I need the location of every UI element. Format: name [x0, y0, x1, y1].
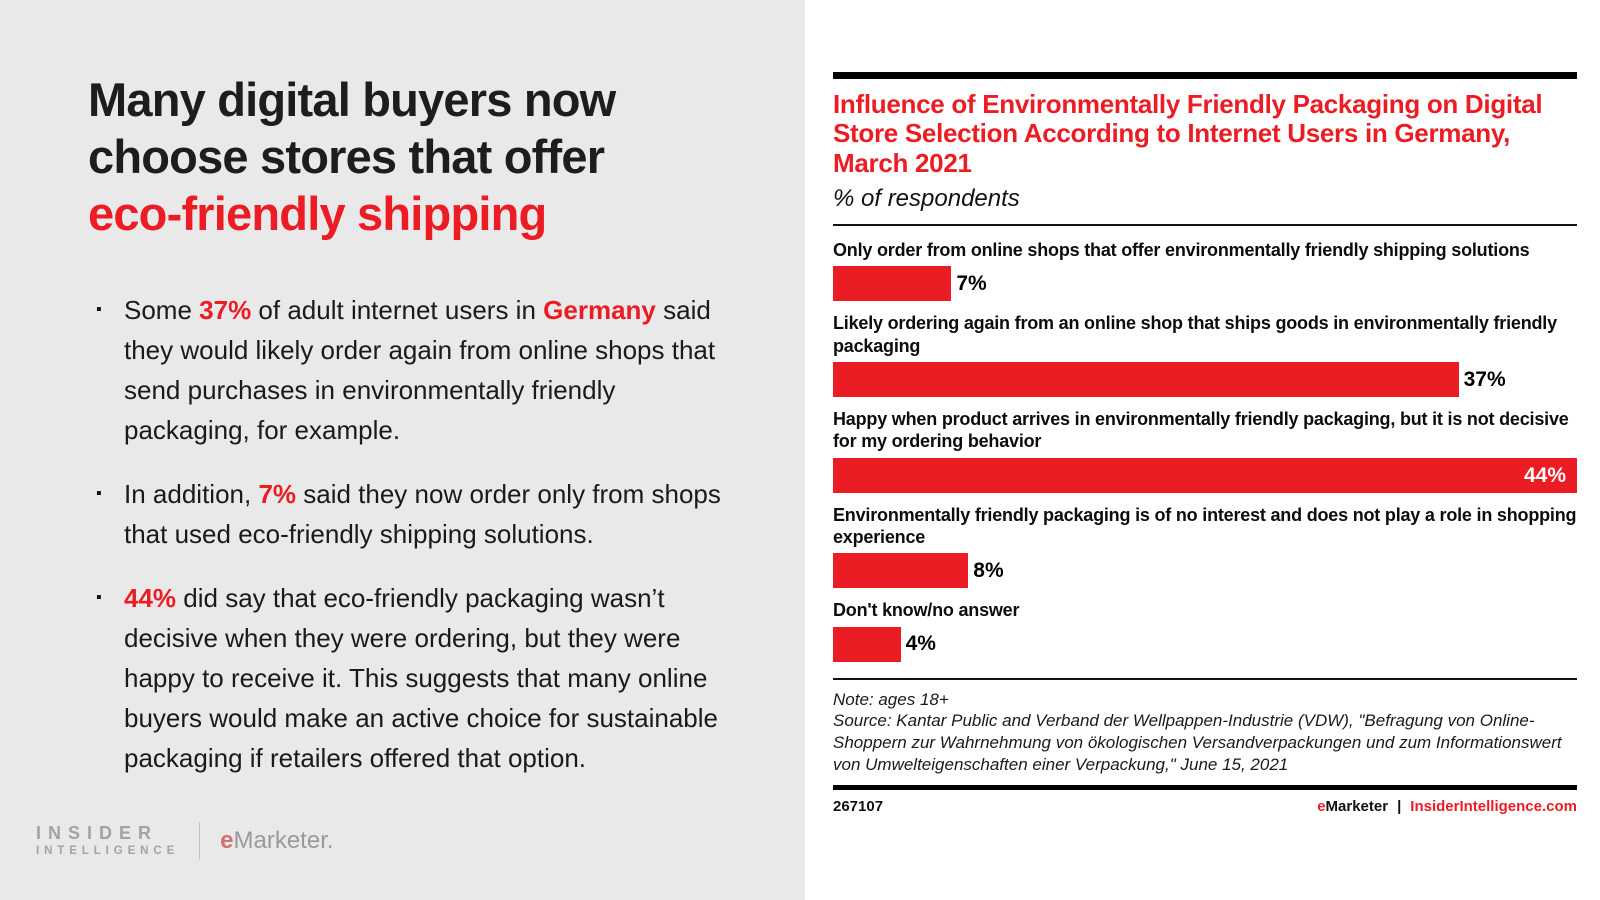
emarketer-logo-e: e: [220, 827, 234, 854]
bar: [833, 553, 969, 589]
bar-row: Happy when product arrives in environmen…: [833, 408, 1577, 493]
bar-label: Happy when product arrives in environmen…: [833, 409, 1569, 452]
bullet-marker-icon: ▪: [96, 485, 102, 503]
bar-value: 4%: [905, 632, 936, 656]
headline-line-2: choose stores that offer: [88, 129, 605, 183]
chart-footer-brands: eMarketer | InsiderIntelligence.com: [1317, 798, 1577, 815]
chart-footer: 267107 eMarketer | InsiderIntelligence.c…: [833, 798, 1577, 815]
bar-row: Likely ordering again from an online sho…: [833, 312, 1577, 398]
page-title: Many digital buyers now choose stores th…: [88, 72, 616, 243]
bar-track: 4%: [833, 626, 1577, 662]
bar-value: 8%: [973, 558, 1004, 582]
bullet-item: ▪ In addition, 7% said they now order onl…: [96, 474, 746, 554]
bar-label: Don't know/no answer: [833, 600, 1020, 621]
chart-id: 267107: [833, 797, 884, 815]
brand-logos: INSIDER INTELLIGENCE eMarketer.: [36, 822, 334, 860]
bar: [833, 266, 952, 302]
bar-track: 7%: [833, 266, 1577, 302]
emarketer-footer-e: e: [1317, 797, 1326, 815]
bullet-item: ▪ Some 37% of adult internet users in Ger…: [96, 290, 746, 450]
headline-line-1: Many digital buyers now: [88, 73, 616, 126]
bar-row: Environmentally friendly packaging is of…: [833, 504, 1577, 589]
chart-title: Influence of Environmentally Friendly Pa…: [833, 89, 1543, 178]
headline-line-3-accent: eco-friendly shipping: [88, 186, 547, 240]
bar-row: Don't know/no answer 4%: [833, 599, 1577, 662]
bullet-text: 44% did say that eco-friendly packaging …: [124, 583, 718, 774]
subtitle-rule: [833, 224, 1577, 227]
logo-divider: [199, 822, 201, 860]
bullet-item: ▪ 44% did say that eco-friendly packaging…: [96, 578, 746, 778]
insider-intelligence-url: InsiderIntelligence.com: [1410, 797, 1577, 815]
bar-value: 44%: [1523, 463, 1566, 487]
chart-content: Influence of Environmentally Friendly Pa…: [833, 0, 1577, 815]
bar-label: Environmentally friendly packaging is of…: [833, 504, 1577, 547]
bullet-text: Some 37% of adult internet users in Germ…: [124, 295, 716, 446]
left-panel: Many digital buyers now choose stores th…: [0, 0, 805, 900]
bullet-marker-icon: ▪: [96, 301, 102, 318]
chart-note: Note: ages 18+: [833, 689, 949, 709]
chart-subtitle: % of respondents: [833, 185, 1020, 213]
footer-separator: |: [1397, 797, 1402, 815]
bar-value: 37%: [1463, 367, 1506, 391]
bar-label: Only order from online shops that offer …: [833, 240, 1530, 261]
chart-source: Source: Kantar Public and Verband der We…: [833, 711, 1562, 774]
bar-track: 37%: [833, 362, 1577, 398]
bullet-marker-icon: ▪: [96, 589, 102, 607]
bar: [833, 626, 901, 662]
emarketer-logo: eMarketer.: [220, 827, 333, 855]
bullet-text: In addition, 7% said they now order only…: [124, 479, 721, 550]
note-rule: [833, 677, 1577, 680]
bar-track: 8%: [833, 553, 1577, 589]
insider-intelligence-logo: INSIDER INTELLIGENCE: [36, 823, 179, 860]
footer-rule: [833, 784, 1577, 790]
emarketer-logo-text: Marketer.: [233, 827, 334, 854]
bar-value: 7%: [956, 271, 987, 295]
chart-panel: [805, 0, 1600, 900]
bar-chart: Only order from online shops that offer …: [833, 239, 1577, 662]
bar-track: 44%: [833, 457, 1577, 493]
insider-logo-line-1: INSIDER: [36, 822, 159, 843]
emarketer-footer-text: Marketer: [1325, 797, 1389, 815]
bullet-list: ▪ Some 37% of adult internet users in Ger…: [96, 290, 746, 802]
emarketer-footer-brand: eMarketer: [1317, 798, 1388, 815]
bar: 44%: [833, 457, 1577, 493]
bar: [833, 362, 1459, 398]
bar-label: Likely ordering again from an online sho…: [833, 313, 1557, 356]
insider-logo-line-2: INTELLIGENCE: [36, 845, 180, 858]
bar-row: Only order from online shops that offer …: [833, 239, 1577, 302]
title-top-rule: [833, 72, 1577, 79]
